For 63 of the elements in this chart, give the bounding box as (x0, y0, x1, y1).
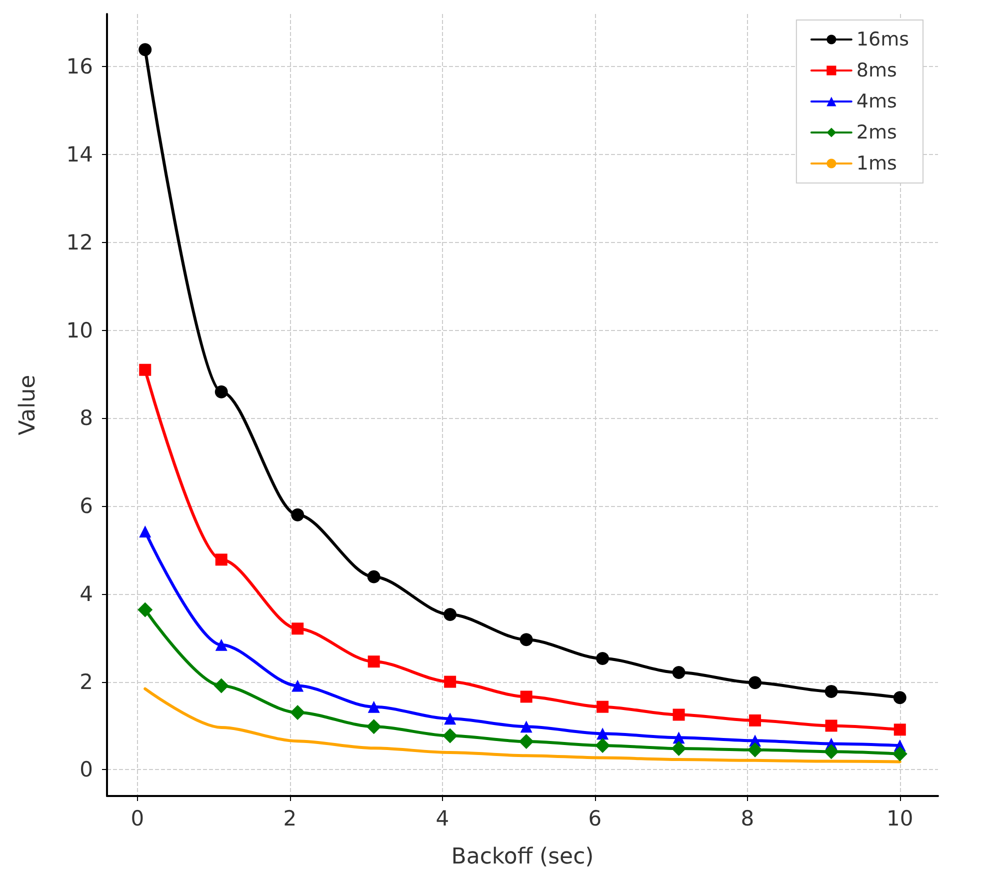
point (892, 746, 908, 762)
point (824, 684, 838, 698)
point (518, 734, 534, 750)
point (291, 508, 304, 522)
y-tick-label: 14 (66, 142, 93, 167)
point (671, 741, 686, 756)
y-tick-label: 0 (80, 758, 93, 782)
point (824, 744, 839, 760)
x-tick-label: 8 (740, 806, 754, 830)
legend-label: 16ms (856, 28, 910, 50)
x-tick-label: 4 (436, 806, 450, 830)
point (138, 43, 152, 56)
y-tick-label: 4 (80, 582, 93, 606)
legend-label: 1ms (856, 152, 897, 174)
point (139, 526, 152, 538)
point (749, 714, 762, 726)
point (367, 570, 380, 584)
point (520, 690, 532, 703)
point (366, 719, 382, 734)
point (139, 364, 152, 376)
point (444, 608, 457, 622)
y-tick-label: 16 (66, 54, 93, 79)
y-tick-label: 6 (80, 494, 93, 518)
y-tick-label: 10 (66, 318, 93, 342)
point (444, 676, 456, 688)
point (672, 666, 686, 680)
point (520, 720, 532, 733)
point (596, 652, 610, 665)
point (215, 638, 228, 651)
x-tick-label: 2 (283, 806, 297, 830)
point (672, 708, 685, 721)
point (214, 385, 228, 398)
x-tick-label: 10 (886, 806, 914, 830)
point (894, 724, 906, 736)
point (520, 633, 533, 646)
point (672, 732, 685, 744)
point (368, 700, 380, 713)
point (214, 678, 229, 694)
point (893, 691, 906, 704)
point (595, 738, 610, 753)
point (596, 728, 609, 740)
y-tick-label: 2 (80, 670, 93, 694)
point (292, 680, 304, 692)
point (292, 622, 304, 635)
point (596, 700, 609, 713)
point (215, 554, 228, 566)
point (290, 705, 306, 720)
x-axis-title: Backoff (sec) (451, 844, 594, 870)
point (444, 712, 456, 725)
point (748, 676, 762, 690)
point (442, 728, 458, 744)
point (748, 742, 763, 758)
legend-label: 4ms (856, 90, 897, 112)
point (138, 602, 153, 618)
y-tick-label: 12 (66, 230, 93, 254)
x-tick-label: 0 (130, 806, 144, 830)
legend-label: 2ms (856, 122, 897, 144)
point (368, 656, 380, 668)
point (825, 720, 838, 732)
legend-label: 8ms (856, 60, 897, 82)
x-tick-label: 6 (588, 806, 602, 830)
y-axis-title: Value (16, 374, 40, 436)
y-tick-label: 8 (80, 406, 93, 430)
